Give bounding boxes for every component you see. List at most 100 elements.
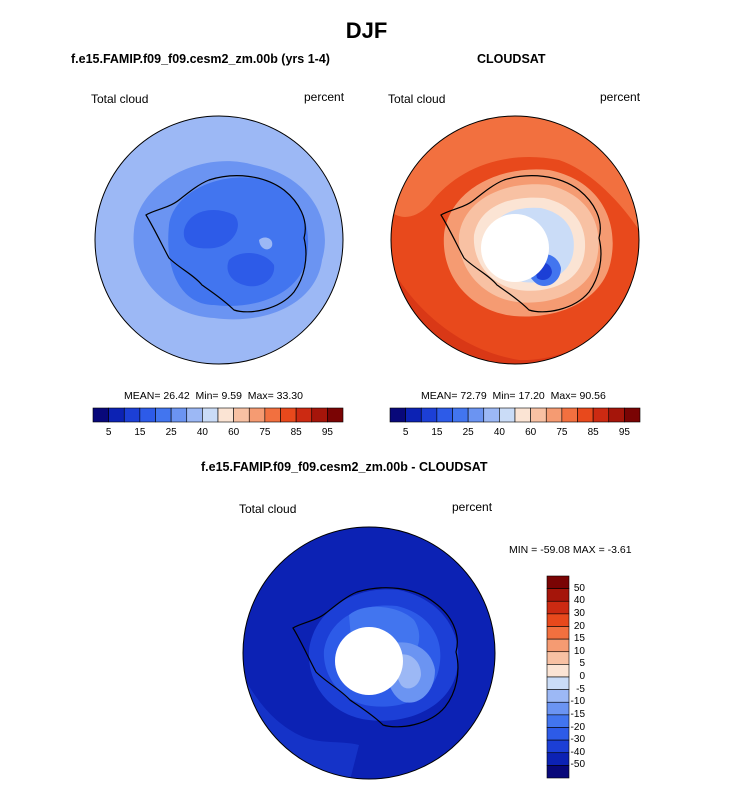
panel3-colorbar-tick: -40 [570,746,585,758]
panel1-continent-field [168,177,309,306]
panel1-coastline [145,175,307,313]
panel1-interior-patch [227,253,275,287]
panel3-missing-data-hole [335,627,403,695]
colorbar-swatch [405,407,422,423]
panel2-colorbar [389,407,641,423]
panel2-colorbar-tick: 15 [431,427,443,438]
colorbar-swatch [170,407,188,423]
panel1-colorbar-tick: 85 [290,427,302,438]
panel3-colorbar-tick: 5 [579,658,585,670]
panel2-colorbar-tick: 5 [402,427,409,438]
figure-title: DJF [345,18,388,43]
panel1-colorbar-ticks: 5 15 25 40 60 75 85 95 [93,427,343,441]
panel1-colorbar-tick: 5 [105,427,112,438]
panel3-minmax: MIN = -59.08 MAX = -3.61 [509,544,632,556]
panel3-colorbar-tick: -10 [570,696,585,708]
panel2-min-value: 17.20 [518,390,545,402]
panel3-colorbar-tick: -30 [570,734,585,746]
panel2-colorbar-tick: 75 [556,427,568,438]
colorbar-swatch [514,407,531,423]
panel1-units-label: percent [304,90,345,104]
panel3-colorbar-tick: 0 [579,671,585,682]
colorbar-swatch [217,407,234,423]
panel3-colorbar-tick: 50 [573,582,585,594]
panel1-title: f.e15.FAMIP.f09_f09.cesm2_zm.00b (yrs 1-… [71,52,330,66]
panel1-colorbar-tick: 75 [259,427,271,438]
colorbar-swatch [452,407,469,423]
colorbar-swatch [530,407,547,423]
panel2-mean-label: MEAN= [421,390,458,402]
panel2-colorbar-ticks: 5 15 25 40 60 75 85 95 [390,427,640,441]
colorbar-swatch [186,407,203,423]
colorbar-swatch [420,407,438,423]
panel1-mean-label: MEAN= [124,390,161,402]
panel3-colorbar-tick: -15 [570,708,585,720]
colorbar-swatch [546,765,570,779]
panel3-colorbar-tick: 20 [573,620,585,632]
panel3-colorbar-tick: -20 [570,721,585,733]
panel1-colorbar-tick: 60 [228,427,240,438]
panel2-units-label: percent [600,90,641,104]
colorbar-swatch [624,407,641,423]
panel3-colorbar-tick: 10 [573,645,585,657]
panel2-colorbar-tick: 60 [525,427,537,438]
colorbar-swatch [436,407,453,423]
colorbar-swatch [389,407,406,423]
colorbar-swatch [123,407,141,423]
panel3-field-label: Total cloud [239,502,297,516]
panel3-coastline [292,587,459,728]
panel3-colorbar-ticks: 50 40 30 20 15 10 5 0 -5 -10 -15 -20 -30… [555,576,595,778]
panel3-colorbar-tick: 15 [573,633,585,645]
colorbar-swatch [311,407,328,423]
panel1-colorbar-tick: 15 [134,427,146,438]
colorbar-swatch [327,407,344,423]
colorbar-swatch [233,407,250,423]
colorbar-swatch [155,407,172,423]
colorbar-swatch [202,407,219,423]
panel2-colorbar-tick: 40 [493,427,505,438]
colorbar-swatch [264,407,281,423]
colorbar-swatch [139,407,156,423]
panel3-colorbar-tick: 30 [573,607,585,619]
colorbar-swatch [545,407,563,423]
panel3-polar-map [242,526,496,780]
panel3-title: f.e15.FAMIP.f09_f09.cesm2_zm.00b - CLOUD… [201,460,488,474]
colorbar-swatch [577,407,594,423]
panel2-min-label: Min= [492,390,516,402]
panel2-title: CLOUDSAT [477,52,546,66]
panel3-units-label: percent [452,500,493,514]
panel1-polar-map [94,115,344,365]
panel2-outer-patch [391,116,639,230]
colorbar-swatch [295,407,313,423]
panel1-field-label: Total cloud [91,92,149,106]
panel1-colorbar-tick: 25 [165,427,177,438]
colorbar-swatch [483,407,500,423]
panel2-missing-data-hole [481,214,549,282]
panel2-max-value: 90.56 [579,390,606,402]
colorbar-swatch [108,407,125,423]
panel2-colorbar-tick: 95 [618,427,630,438]
panel1-min-label: Min= [195,390,219,402]
panel2-polar-map [390,115,640,365]
panel1-colorbar [92,407,344,423]
colorbar-swatch [608,407,625,423]
panel1-min-value: 9.59 [221,390,242,402]
colorbar-swatch [499,407,516,423]
panel1-mean-value: 26.42 [163,390,190,402]
panel2-max-label: Max= [550,390,577,402]
panel1-colorbar-tick: 95 [321,427,333,438]
panel1-highlight [259,237,273,250]
panel1-interior-patch [183,210,238,249]
panel1-max-value: 33.30 [276,390,303,402]
panel3-colorbar-tick: -5 [576,683,585,695]
panel2-field-label: Total cloud [388,92,446,106]
colorbar-swatch [561,407,578,423]
panel1-stats: MEAN= 26.42 Min= 9.59 Max= 33.30 [124,390,303,402]
panel2-colorbar-tick: 85 [587,427,599,438]
panel3-colorbar-tick: 40 [573,595,585,607]
panel2-colorbar-tick: 25 [462,427,474,438]
panel3-colorbar [546,575,570,779]
colorbar-swatch [592,407,610,423]
panel3-colorbar-tick: -50 [570,759,585,771]
panel1-colorbar-tick: 40 [196,427,208,438]
